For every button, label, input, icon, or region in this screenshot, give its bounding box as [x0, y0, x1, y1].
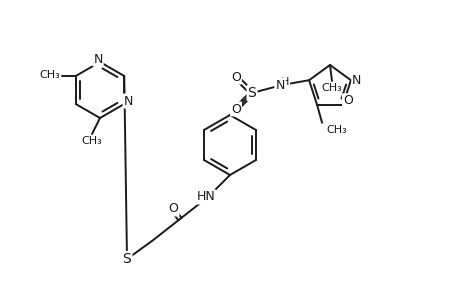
Text: O: O — [168, 202, 178, 215]
Text: N: N — [123, 94, 133, 107]
Text: N: N — [93, 52, 102, 65]
Text: O: O — [342, 94, 352, 107]
Text: O: O — [230, 103, 241, 116]
Text: HN: HN — [196, 190, 215, 203]
Text: N: N — [275, 79, 284, 92]
Text: CH₃: CH₃ — [39, 70, 60, 80]
Text: CH₃: CH₃ — [325, 125, 346, 135]
Text: S: S — [247, 86, 256, 100]
Text: O: O — [230, 70, 241, 83]
Text: N: N — [352, 74, 361, 87]
Text: CH₃: CH₃ — [81, 136, 102, 146]
Text: S: S — [123, 252, 131, 266]
Text: CH₃: CH₃ — [321, 83, 341, 93]
Text: H: H — [280, 77, 289, 87]
